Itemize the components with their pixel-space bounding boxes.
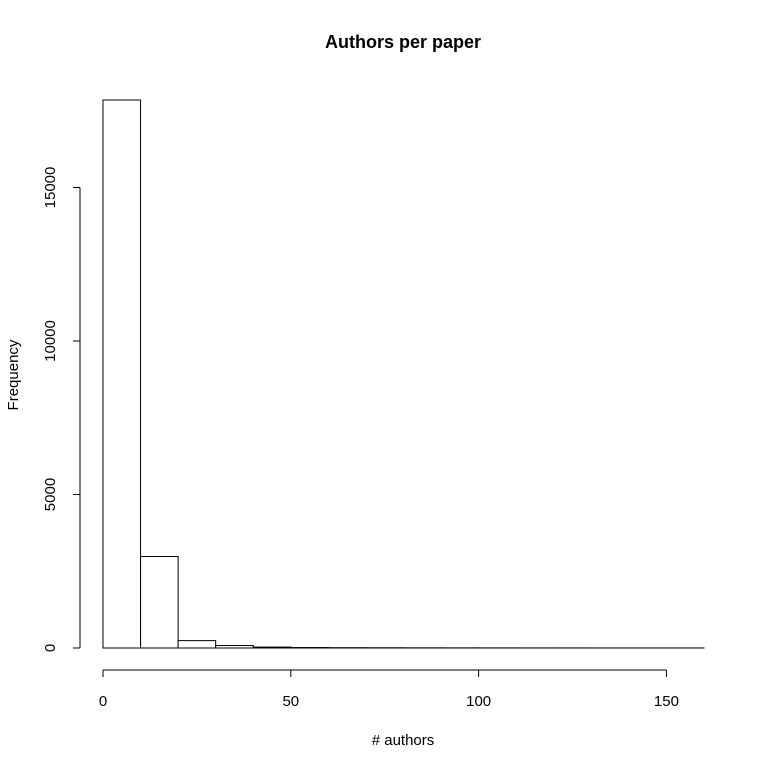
y-tick-label-0: 0 (42, 644, 59, 652)
x-axis: 0 50 100 150 (99, 669, 679, 710)
histogram-bar-2 (177, 640, 217, 649)
x-tick-label-2: 100 (466, 693, 491, 710)
x-axis-label: # authors (372, 732, 435, 749)
chart-title: Authors per paper (325, 32, 481, 52)
x-tick-label-1: 50 (282, 693, 299, 710)
histogram-bar-3 (215, 645, 254, 649)
bars-group (102, 99, 705, 649)
histogram-bar-0 (102, 99, 142, 649)
x-tick-label-3: 150 (654, 693, 679, 710)
y-tick-label-3: 15000 (42, 167, 59, 209)
y-axis: 0 5000 10000 15000 (42, 167, 81, 652)
x-tick-label-0: 0 (99, 693, 107, 710)
y-axis-label: Frequency (5, 339, 22, 410)
histogram-bar-1 (140, 556, 179, 649)
y-tick-label-2: 10000 (42, 320, 59, 362)
y-tick-label-1: 5000 (42, 478, 59, 511)
histogram-bar-4 (252, 646, 292, 649)
